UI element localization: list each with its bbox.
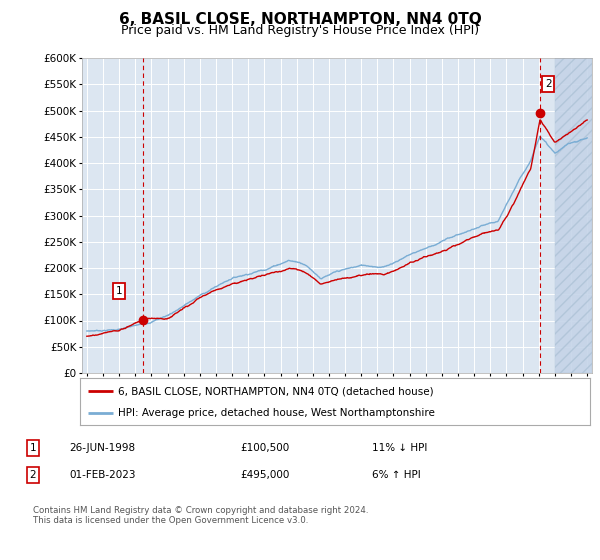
Text: Contains HM Land Registry data © Crown copyright and database right 2024.
This d: Contains HM Land Registry data © Crown c… <box>33 506 368 525</box>
Text: 1: 1 <box>29 443 37 453</box>
Text: 2: 2 <box>545 80 551 89</box>
Text: 26-JUN-1998: 26-JUN-1998 <box>69 443 135 453</box>
Text: £100,500: £100,500 <box>240 443 289 453</box>
Text: 6, BASIL CLOSE, NORTHAMPTON, NN4 0TQ: 6, BASIL CLOSE, NORTHAMPTON, NN4 0TQ <box>119 12 481 27</box>
Bar <box>555 58 592 373</box>
Text: Price paid vs. HM Land Registry's House Price Index (HPI): Price paid vs. HM Land Registry's House … <box>121 24 479 37</box>
Text: 11% ↓ HPI: 11% ↓ HPI <box>372 443 427 453</box>
Text: 6, BASIL CLOSE, NORTHAMPTON, NN4 0TQ (detached house): 6, BASIL CLOSE, NORTHAMPTON, NN4 0TQ (de… <box>118 386 434 396</box>
Text: 2: 2 <box>29 470 37 480</box>
Text: HPI: Average price, detached house, West Northamptonshire: HPI: Average price, detached house, West… <box>118 408 435 418</box>
Text: 6% ↑ HPI: 6% ↑ HPI <box>372 470 421 480</box>
Text: £495,000: £495,000 <box>240 470 289 480</box>
Text: 01-FEB-2023: 01-FEB-2023 <box>69 470 136 480</box>
Text: 1: 1 <box>116 286 122 296</box>
